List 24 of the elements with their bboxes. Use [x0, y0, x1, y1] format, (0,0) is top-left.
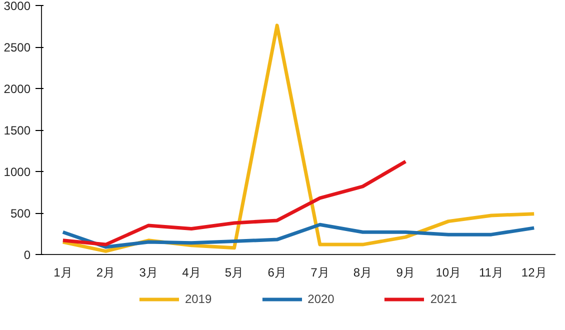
line-series: [61, 222, 536, 249]
x-tick-label: 12月: [521, 266, 547, 280]
x-tick-label: 8月: [353, 266, 372, 280]
x-tick-label: 9月: [396, 266, 415, 280]
x-tick-label: 5月: [224, 266, 244, 280]
y-tick-label: 1000: [4, 165, 31, 179]
y-tick-label: 3000: [4, 0, 31, 13]
x-tick-label: 1月: [54, 266, 72, 280]
x-tick-label: 10月: [436, 266, 462, 280]
y-tick-label: 2500: [4, 40, 31, 54]
y-tick-label: 2000: [4, 82, 31, 96]
x-tick-label: 4月: [182, 266, 201, 280]
x-tick-label: 2月: [96, 266, 116, 280]
legend-label: 2020: [308, 292, 334, 306]
x-tick-label: 6月: [268, 266, 286, 280]
y-tick-label: 0: [24, 248, 31, 262]
x-tick-label: 7月: [310, 266, 330, 280]
line-series: [61, 160, 408, 246]
x-tick-label: 3月: [139, 266, 158, 280]
x-tick-label: 11月: [479, 266, 504, 280]
legend-label: 2021: [430, 292, 458, 306]
y-tick-label: 1500: [4, 124, 31, 138]
legend-label: 2019: [184, 292, 212, 306]
y-tick-label: 500: [10, 206, 31, 220]
